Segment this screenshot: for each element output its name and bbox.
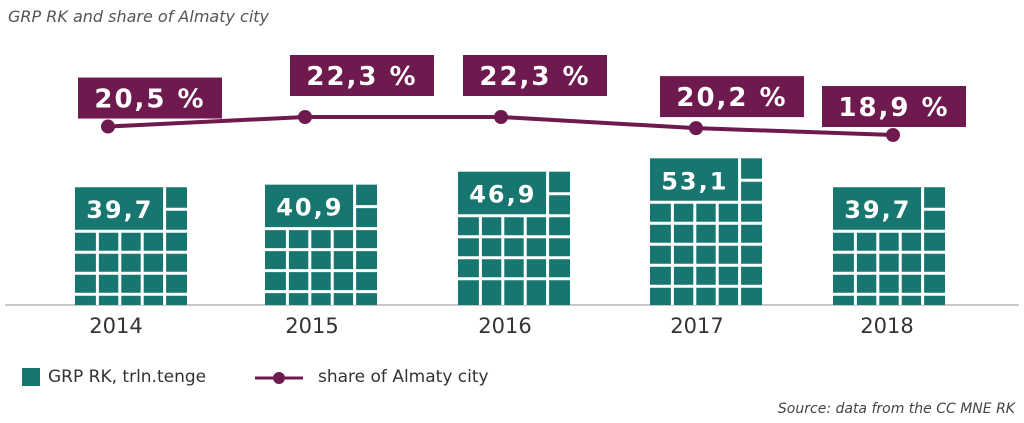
bar-2014: 39,7 (75, 187, 187, 305)
bar (650, 158, 762, 305)
share-point-2016 (494, 110, 508, 124)
legend-swatch-line (255, 372, 303, 384)
share-value-label: 18,9 % (838, 93, 949, 123)
bar-2015: 40,9 (265, 184, 377, 305)
bar (833, 187, 945, 305)
share-label-box (463, 55, 607, 96)
legend-label-share: share of Almaty city (318, 367, 489, 387)
line-series (101, 110, 900, 142)
bar-value-label: 53,1 (661, 167, 728, 195)
share-point-2015 (298, 110, 312, 124)
legend-label-grp-rk: GRP RK, trln.tenge (48, 367, 207, 387)
bar (75, 187, 187, 305)
source-note: Source: data from the CC MNE RK (777, 401, 1015, 417)
share-point-2017 (689, 121, 703, 136)
share-labels: 20,5 % 22,3 % 22,3 % 20,2 % 18,9 % (78, 55, 966, 127)
share-value-label: 20,2 % (676, 83, 787, 113)
share-label-box (290, 55, 434, 96)
share-label-box (660, 76, 804, 118)
share-point-2014 (101, 119, 115, 134)
x-axis-tick-labels: 2014 2015 2016 2017 2018 (89, 314, 913, 338)
bar-series: 39,7 40,9 46,9 53,1 39,7 (75, 158, 945, 305)
x-tick-label: 2015 (285, 314, 338, 338)
share-value-label: 20,5 % (94, 85, 205, 115)
bar-value-label: 39,7 (86, 196, 153, 224)
bar (265, 184, 377, 305)
bar-value-label: 40,9 (276, 194, 343, 222)
x-tick-label: 2016 (478, 314, 531, 338)
x-tick-label: 2017 (670, 314, 723, 338)
legend-swatch-bar (22, 368, 40, 386)
chart-title: GRP RK and share of Almaty city (8, 7, 270, 26)
legend-item-share: share of Almaty city (255, 366, 489, 388)
share-point-2018 (886, 128, 900, 142)
bar-2017: 53,1 (650, 158, 762, 305)
legend-line-marker (273, 372, 285, 384)
share-value-label: 22,3 % (479, 62, 590, 92)
bar-2018: 39,7 (833, 187, 945, 305)
share-value-label: 22,3 % (306, 62, 417, 92)
x-tick-label: 2018 (860, 314, 913, 338)
bar-value-label: 39,7 (844, 196, 911, 224)
x-tick-label: 2014 (89, 314, 142, 338)
bar-2016: 46,9 (458, 171, 570, 305)
share-label-box (78, 77, 222, 119)
bar-value-label: 46,9 (469, 181, 536, 209)
share-label-box (822, 86, 966, 127)
legend-item-grp-rk: GRP RK, trln.tenge (22, 366, 206, 388)
